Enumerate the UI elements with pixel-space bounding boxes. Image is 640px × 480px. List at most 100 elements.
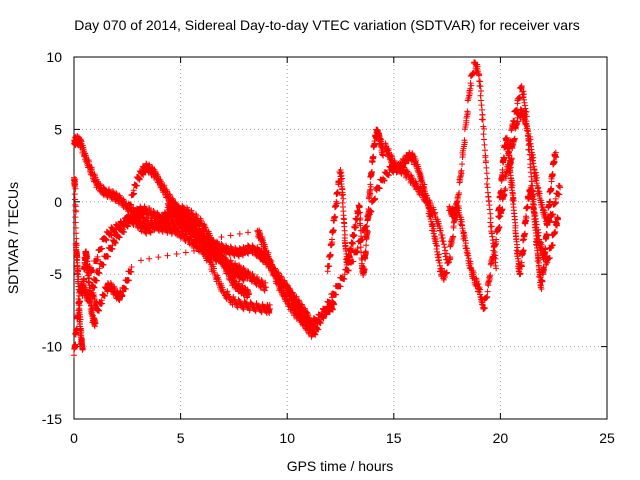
data-point xyxy=(534,239,541,246)
y-tick-label: 5 xyxy=(54,121,62,137)
data-point xyxy=(188,216,195,223)
data-point xyxy=(182,249,189,256)
y-tick-label: 10 xyxy=(46,49,62,65)
data-point xyxy=(351,232,358,239)
data-point xyxy=(547,198,554,205)
data-point xyxy=(329,239,336,246)
data-point xyxy=(557,184,564,191)
data-point xyxy=(184,206,191,213)
data-point xyxy=(71,191,78,198)
data-point xyxy=(72,224,79,231)
data-point xyxy=(115,225,122,232)
data-point xyxy=(121,229,128,236)
data-point xyxy=(468,82,475,89)
data-point xyxy=(236,230,243,237)
data-point xyxy=(440,276,447,283)
data-point xyxy=(116,226,123,233)
data-point xyxy=(100,262,107,269)
data-point xyxy=(240,264,247,271)
x-tick-label: 15 xyxy=(386,430,402,446)
data-point xyxy=(121,223,128,230)
data-point xyxy=(481,141,488,148)
data-point xyxy=(475,281,482,288)
data-point xyxy=(402,160,409,167)
data-point xyxy=(156,221,163,228)
data-point xyxy=(513,119,520,126)
data-point xyxy=(313,318,320,325)
data-point xyxy=(72,203,79,210)
data-point xyxy=(508,155,515,162)
data-point xyxy=(245,291,252,298)
data-point xyxy=(324,268,331,275)
data-point xyxy=(407,179,414,186)
data-point xyxy=(135,219,142,226)
data-point xyxy=(362,248,369,255)
y-axis-label: SDTVAR / TECUs xyxy=(5,182,21,294)
data-point xyxy=(495,213,502,220)
data-point xyxy=(72,219,79,226)
data-point xyxy=(128,263,135,270)
data-point xyxy=(206,258,213,265)
data-point xyxy=(227,232,234,239)
data-point xyxy=(361,265,368,272)
data-point xyxy=(370,153,377,160)
data-point xyxy=(396,168,403,175)
data-point xyxy=(92,320,99,327)
data-point xyxy=(122,286,129,293)
data-point xyxy=(350,258,357,265)
data-point xyxy=(93,277,100,284)
data-point xyxy=(239,252,246,259)
y-tick-label: 0 xyxy=(54,194,62,210)
data-point xyxy=(481,136,488,143)
data-point xyxy=(112,240,119,247)
data-point xyxy=(253,275,260,282)
data-point xyxy=(538,286,545,293)
x-tick-label: 0 xyxy=(70,430,78,446)
data-point xyxy=(546,219,553,226)
data-point xyxy=(240,306,247,313)
data-point xyxy=(134,217,141,224)
data-point xyxy=(305,314,312,321)
data-point xyxy=(523,214,530,221)
data-point xyxy=(109,245,116,252)
data-point xyxy=(539,278,546,285)
data-point xyxy=(262,279,269,286)
data-point xyxy=(308,333,315,340)
data-point xyxy=(105,253,112,260)
data-point xyxy=(404,169,411,176)
data-point xyxy=(480,125,487,132)
data-point xyxy=(234,304,241,311)
data-point xyxy=(364,228,371,235)
data-point xyxy=(534,258,541,265)
data-point xyxy=(380,152,387,159)
data-point xyxy=(125,277,132,284)
data-point xyxy=(520,247,527,254)
data-point xyxy=(357,227,364,234)
data-point xyxy=(488,257,495,264)
data-point xyxy=(239,305,246,312)
data-point xyxy=(137,257,144,264)
data-point xyxy=(337,283,344,290)
axis-ticks xyxy=(73,56,608,420)
data-point xyxy=(151,224,158,231)
data-point xyxy=(143,230,150,237)
data-point xyxy=(443,269,450,276)
data-point xyxy=(155,254,162,261)
data-point xyxy=(111,229,118,236)
data-point xyxy=(358,233,365,240)
data-point xyxy=(540,264,547,271)
data-point xyxy=(179,208,186,215)
data-point xyxy=(439,235,446,242)
data-point xyxy=(357,216,364,223)
data-point xyxy=(93,257,100,264)
y-tick-label: -10 xyxy=(42,339,62,355)
data-point xyxy=(94,256,101,263)
data-point xyxy=(233,303,240,310)
data-point xyxy=(552,199,559,206)
data-point xyxy=(364,227,371,234)
data-point xyxy=(128,201,135,208)
data-point xyxy=(543,230,550,237)
data-point xyxy=(544,231,551,238)
data-point xyxy=(552,149,559,156)
